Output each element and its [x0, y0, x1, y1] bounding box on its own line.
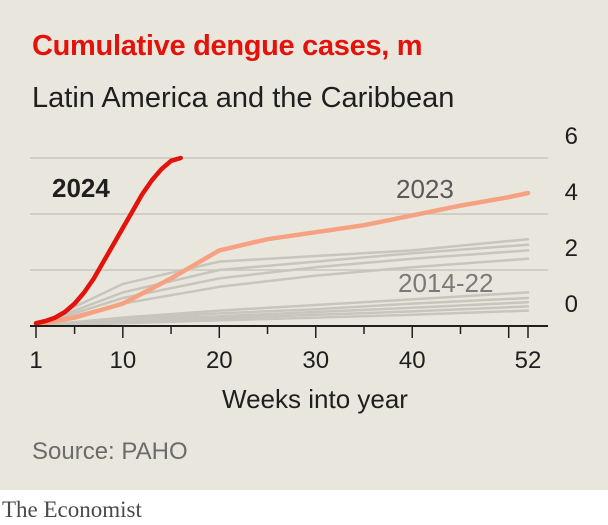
x-tick-labels: 1 10 20 30 40 52 — [29, 347, 541, 374]
y-tick-labels: 0 2 4 6 — [565, 123, 578, 318]
y-tick-label-6: 6 — [565, 123, 578, 150]
series-2023-line — [33, 190, 531, 327]
chart-title: Cumulative dengue cases, m — [32, 30, 423, 62]
series-label-2014-22: 2014-22 — [398, 268, 493, 298]
x-tick-label-1: 1 — [29, 347, 42, 374]
y-tick-label-4: 4 — [565, 179, 578, 206]
y-tick-label-2: 2 — [565, 235, 578, 262]
x-tick-label-30: 30 — [302, 347, 329, 374]
x-tick-label-20: 20 — [206, 347, 233, 374]
publisher-brand: The Economist — [2, 497, 142, 522]
x-tick-label-10: 10 — [109, 347, 136, 374]
line-chart: 0 2 4 6 1 10 20 30 40 52 2024 2023 2014-22 — [29, 123, 578, 374]
series-label-2023: 2023 — [396, 174, 454, 204]
series-2014-22-lines — [34, 237, 530, 328]
chart-subtitle: Latin America and the Caribbean — [32, 82, 455, 114]
series-2014-22-line-3 — [34, 249, 530, 327]
series-2024-line — [33, 155, 183, 326]
series-label-2024: 2024 — [52, 173, 110, 203]
series-2014-22-line-2 — [34, 243, 530, 327]
x-axis — [30, 325, 548, 338]
x-tick-label-52: 52 — [515, 347, 542, 374]
chart-card: Cumulative dengue cases, m Latin America… — [0, 0, 608, 490]
x-axis-title: Weeks into year — [222, 384, 408, 414]
x-tick-label-40: 40 — [399, 347, 426, 374]
highlight-series — [33, 155, 531, 327]
series-2014-22-line-1 — [34, 237, 530, 327]
y-tick-label-0: 0 — [565, 291, 578, 318]
series-2014-22-line-9 — [34, 309, 530, 328]
source-note: Source: PAHO — [32, 438, 188, 465]
